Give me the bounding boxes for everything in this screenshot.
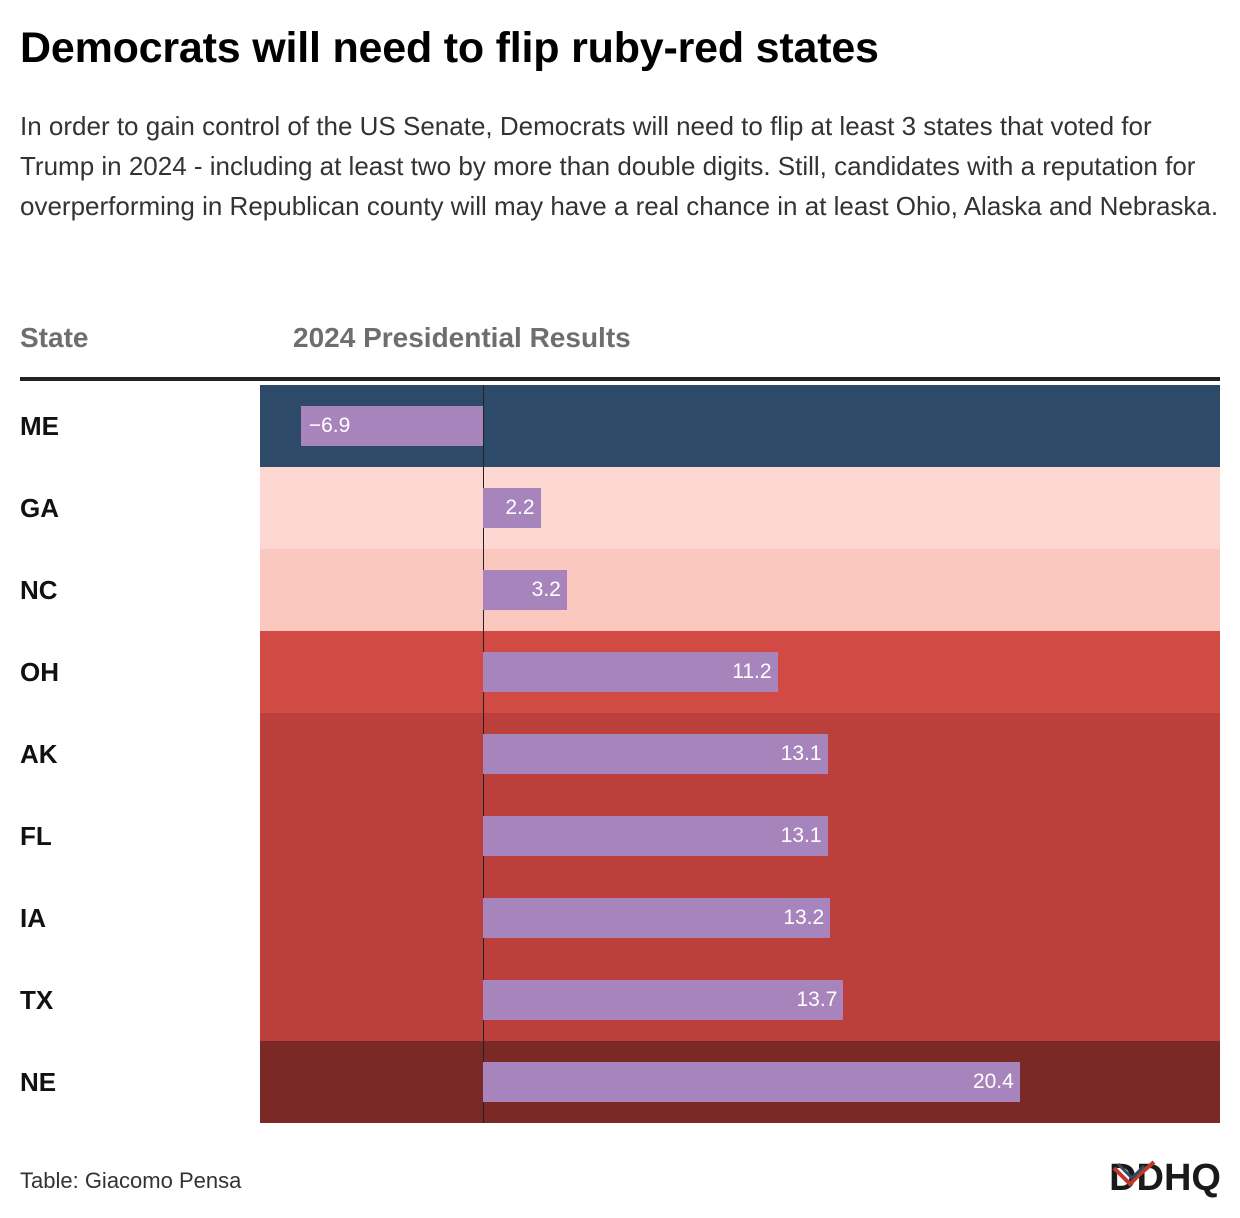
- state-label: GA: [20, 467, 260, 549]
- state-label: NC: [20, 549, 260, 631]
- state-label: OH: [20, 631, 260, 713]
- result-bar: [482, 898, 831, 938]
- result-bar: [482, 980, 844, 1020]
- ddhq-logo: DDHQ: [1110, 1157, 1220, 1198]
- state-label: TX: [20, 959, 260, 1041]
- result-bar: [482, 570, 567, 610]
- table-row: AK 13.1: [20, 713, 1220, 795]
- logo-check-red: [1112, 1160, 1156, 1187]
- result-bar-label: 2.2: [505, 496, 535, 519]
- state-label: NE: [20, 1041, 260, 1123]
- result-bar: [482, 734, 828, 774]
- result-bar: [482, 816, 828, 856]
- state-label: ME: [20, 385, 260, 467]
- result-bar-label: 13.1: [780, 824, 822, 847]
- table-row: NC 3.2: [20, 549, 1220, 631]
- table-row: GA 2.2: [20, 467, 1220, 549]
- table-row: IA 13.2: [20, 877, 1220, 959]
- result-bar-label: 11.2: [732, 660, 772, 683]
- table-row: ME −6.9: [20, 385, 1220, 467]
- result-bar-label: −6.9: [308, 414, 351, 437]
- result-bar-label: 13.7: [796, 988, 838, 1011]
- logo-text: DDHQ: [1110, 1157, 1220, 1198]
- result-cell: [260, 467, 1220, 549]
- table-row: OH 11.2: [20, 631, 1220, 713]
- state-label: FL: [20, 795, 260, 877]
- result-cell: [260, 549, 1220, 631]
- result-bar-label: 13.2: [783, 906, 825, 929]
- state-label: AK: [20, 713, 260, 795]
- result-bar: [482, 1062, 1020, 1102]
- result-bar: [482, 488, 541, 528]
- result-bar-label: 13.1: [780, 742, 822, 765]
- column-header-state: State: [20, 322, 89, 353]
- column-header-results: 2024 Presidential Results: [293, 322, 631, 353]
- result-bar-label: 20.4: [972, 1070, 1014, 1093]
- chart-subtitle: In order to gain control of the US Senat…: [20, 111, 1219, 221]
- results-table: ME −6.9 GA 2.2 NC 3.2 OH 11.2 AK 13.1 FL 13.1 IA 13.2…: [20, 377, 1220, 1123]
- chart-title: Democrats will need to flip ruby-red sta…: [20, 24, 879, 72]
- table-row: NE 20.4: [20, 1041, 1220, 1123]
- result-bar: [482, 652, 778, 692]
- table-row: FL 13.1: [20, 795, 1220, 877]
- state-label: IA: [20, 877, 260, 959]
- result-bar-label: 3.2: [531, 578, 561, 601]
- table-row: TX 13.7: [20, 959, 1220, 1041]
- result-bar: [300, 406, 483, 446]
- source-note: Table: Giacomo Pensa: [20, 1168, 242, 1193]
- logo-check-blue: [1116, 1162, 1146, 1181]
